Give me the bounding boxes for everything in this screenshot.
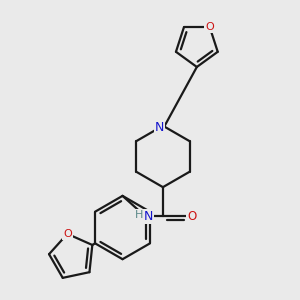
Text: H: H: [135, 210, 143, 220]
Text: O: O: [63, 229, 72, 239]
Text: N: N: [155, 121, 164, 134]
Text: N: N: [144, 210, 153, 223]
Text: O: O: [206, 22, 214, 32]
Text: O: O: [188, 210, 196, 223]
